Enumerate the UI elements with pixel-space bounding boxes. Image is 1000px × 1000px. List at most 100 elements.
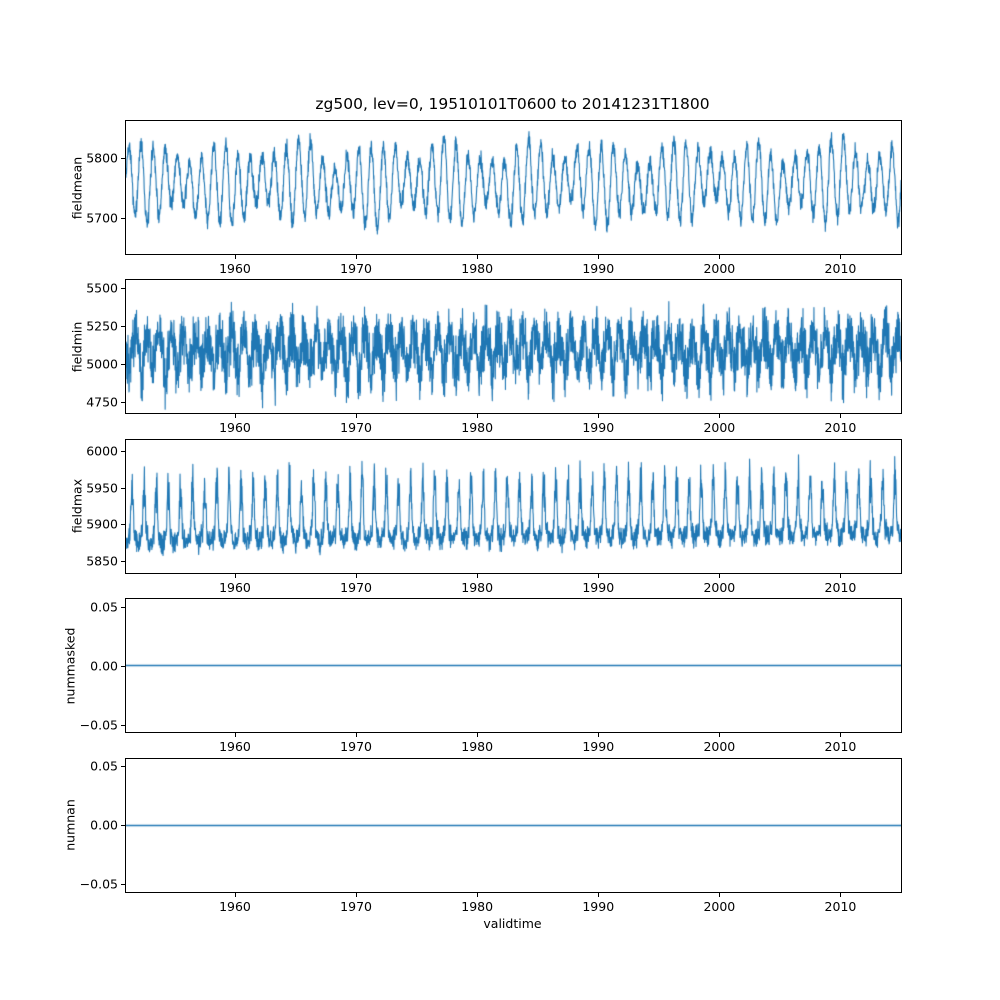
y-tick — [121, 884, 125, 886]
x-tick — [598, 892, 600, 897]
x-tick-label: 1970 — [340, 739, 372, 755]
y-tick — [121, 364, 125, 366]
x-tick-label: 2010 — [824, 420, 857, 436]
x-tick — [840, 414, 842, 419]
y-tick-label: 5800 — [86, 150, 118, 166]
numnan-series-line — [126, 758, 901, 892]
y-tick-label: 0.00 — [90, 658, 118, 674]
x-tick — [234, 414, 236, 419]
x-tick-label: 1970 — [340, 579, 372, 595]
x-tick — [356, 733, 358, 738]
x-tick — [598, 255, 600, 259]
x-tick — [234, 892, 236, 897]
y-axis-label-fieldmax: fieldmax — [69, 479, 85, 534]
x-axis-label: validtime — [483, 916, 542, 931]
x-tick-label: 2000 — [703, 261, 736, 276]
x-tick-label: 2000 — [703, 420, 736, 436]
y-tick — [121, 288, 125, 290]
y-tick-label: 5850 — [86, 553, 118, 569]
x-tick-label: 1960 — [219, 579, 251, 595]
axes-fieldmax: 1960 1970 1980 1990 2000 2010 5850 5900 5950 6000… — [70, 438, 902, 595]
fieldmax-series-line — [126, 439, 901, 573]
x-tick-label: 2000 — [703, 579, 736, 595]
x-tick-label: 1990 — [582, 739, 615, 755]
y-tick — [121, 724, 125, 726]
fieldmin-series-line — [126, 280, 901, 414]
chart-title: zg500, lev=0, 19510101T0600 to 20141231T… — [315, 95, 710, 113]
y-axis-label-fieldmean: fieldmean — [69, 156, 85, 219]
x-tick — [234, 573, 236, 578]
y-tick-label: −0.05 — [79, 876, 118, 892]
axes-nummasked: 1960 1970 1980 1990 2000 2010 0.05 0.00 −0.05 num… — [63, 598, 902, 754]
axes-fieldmin: 1960 1970 1980 1990 2000 2010 4750 5000 5250 5500… — [70, 279, 902, 435]
x-tick-label: 1970 — [340, 420, 372, 436]
y-tick — [121, 450, 125, 452]
y-tick — [121, 158, 125, 160]
axes-fieldmean: 1960 1970 1980 1990 2000 2010 5700 5800 fieldmea… — [70, 120, 902, 276]
x-tick — [477, 733, 479, 738]
x-tick-label: 2010 — [824, 739, 857, 755]
y-axis-label-nummasked: nummasked — [62, 627, 78, 705]
y-tick — [121, 665, 125, 667]
x-tick — [477, 892, 479, 897]
y-tick-label: 5950 — [86, 480, 118, 496]
x-tick — [598, 733, 600, 738]
y-tick-label: 6000 — [86, 443, 118, 459]
x-tick — [840, 892, 842, 897]
x-tick-label: 1980 — [461, 420, 494, 436]
x-tick — [356, 255, 358, 259]
y-tick-label: 5900 — [86, 516, 118, 532]
x-tick — [477, 573, 479, 578]
y-tick-label: 5000 — [86, 356, 118, 372]
x-tick-label: 1990 — [582, 579, 615, 595]
y-tick-label: 0.05 — [90, 758, 118, 774]
x-tick-label: 1980 — [461, 898, 494, 914]
x-tick — [356, 573, 358, 578]
x-tick — [719, 255, 721, 259]
x-tick — [234, 733, 236, 738]
y-tick — [121, 218, 125, 220]
x-tick — [719, 414, 721, 419]
x-tick-label: 1960 — [219, 420, 251, 436]
x-tick — [840, 255, 842, 259]
x-tick-label: 2010 — [824, 898, 857, 914]
x-tick-label: 1980 — [461, 579, 494, 595]
x-tick — [598, 414, 600, 419]
x-tick-label: 2000 — [703, 739, 736, 755]
x-tick — [234, 255, 236, 259]
y-tick-label: 5250 — [86, 318, 118, 334]
x-tick-label: 1960 — [219, 261, 251, 276]
y-tick — [121, 402, 125, 404]
x-tick-label: 1970 — [340, 898, 372, 914]
y-axis-label-numnan: numnan — [62, 799, 78, 851]
x-tick-label: 1990 — [582, 898, 615, 914]
y-tick — [121, 487, 125, 489]
x-tick-label: 2010 — [824, 261, 857, 276]
fieldmean-series-line — [126, 121, 901, 254]
x-tick-label: 2000 — [703, 898, 736, 914]
y-tick-label: 5500 — [86, 280, 118, 296]
y-tick-label: 0.00 — [90, 817, 118, 833]
x-tick — [719, 573, 721, 578]
y-tick — [121, 561, 125, 563]
x-tick — [356, 414, 358, 419]
nummasked-series-line — [126, 599, 901, 733]
x-tick — [356, 892, 358, 897]
x-tick — [719, 892, 721, 897]
x-tick — [477, 414, 479, 419]
x-tick — [719, 733, 721, 738]
x-tick-label: 1980 — [461, 261, 494, 276]
x-tick — [477, 255, 479, 259]
y-tick-label: −0.05 — [79, 717, 118, 733]
axes-numnan: 1960 1970 1980 1990 2000 2010 0.05 0.00 −0.05 num… — [63, 757, 902, 914]
x-tick-label: 1990 — [582, 261, 615, 276]
x-tick — [840, 573, 842, 578]
x-tick-label: 1980 — [461, 739, 494, 755]
x-tick — [840, 733, 842, 738]
x-tick-label: 1960 — [219, 898, 251, 914]
y-tick — [121, 606, 125, 608]
y-tick-label: 5700 — [86, 210, 118, 226]
y-tick — [121, 766, 125, 768]
y-tick-label: 0.05 — [90, 599, 118, 615]
